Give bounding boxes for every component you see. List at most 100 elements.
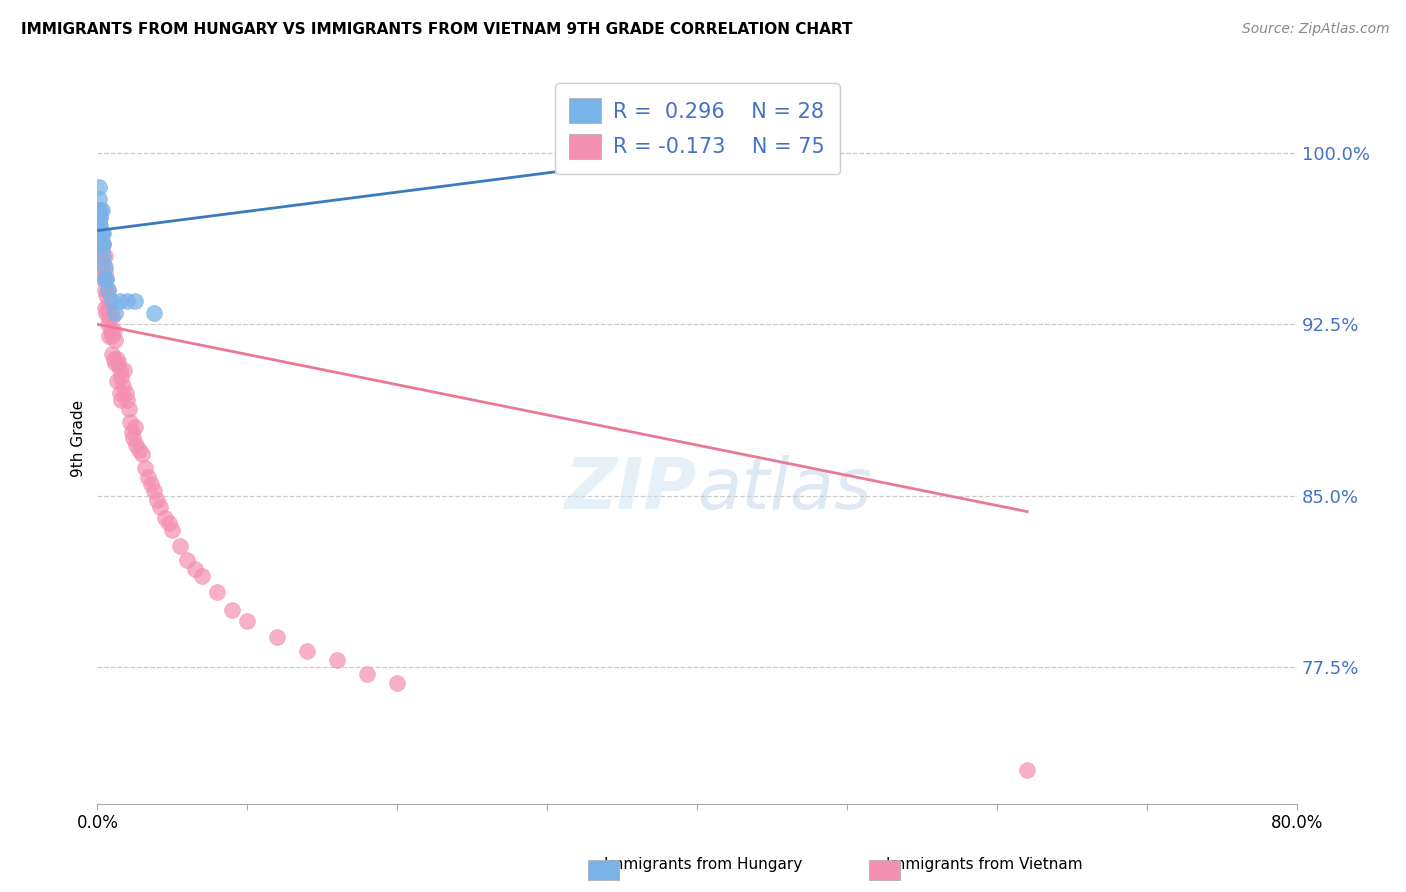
Point bbox=[111, 379, 134, 393]
Point bbox=[101, 347, 124, 361]
Point bbox=[356, 666, 378, 681]
Point bbox=[96, 306, 118, 320]
Point bbox=[94, 301, 117, 316]
Point bbox=[266, 630, 288, 644]
Point bbox=[110, 392, 132, 407]
Point bbox=[108, 385, 131, 400]
Point bbox=[110, 369, 132, 384]
Point bbox=[97, 318, 120, 332]
Point bbox=[104, 306, 127, 320]
Point bbox=[104, 333, 127, 347]
Point bbox=[297, 644, 319, 658]
Point bbox=[90, 237, 112, 252]
Point bbox=[87, 202, 110, 217]
Point bbox=[143, 483, 166, 498]
Point bbox=[112, 363, 135, 377]
Point bbox=[169, 539, 191, 553]
Point bbox=[101, 328, 124, 343]
Point bbox=[122, 432, 145, 446]
Point bbox=[107, 356, 129, 370]
Point bbox=[134, 461, 156, 475]
Point bbox=[118, 401, 141, 416]
Point bbox=[86, 202, 108, 217]
Point bbox=[101, 294, 124, 309]
Point bbox=[94, 265, 117, 279]
Point bbox=[93, 237, 115, 252]
Point bbox=[98, 294, 121, 309]
Point bbox=[207, 584, 229, 599]
Point bbox=[153, 511, 176, 525]
Point bbox=[108, 294, 131, 309]
Point bbox=[87, 192, 110, 206]
Point bbox=[96, 287, 118, 301]
Point bbox=[89, 237, 111, 252]
Point bbox=[87, 226, 110, 240]
Point bbox=[89, 210, 111, 224]
Text: ZIP: ZIP bbox=[565, 455, 697, 524]
Point bbox=[96, 271, 118, 285]
Point bbox=[104, 356, 127, 370]
Point bbox=[98, 328, 121, 343]
Point bbox=[157, 516, 180, 530]
Point bbox=[94, 260, 117, 274]
Point bbox=[94, 271, 117, 285]
Point bbox=[94, 283, 117, 297]
Point bbox=[117, 294, 139, 309]
Point bbox=[94, 249, 117, 263]
Point bbox=[149, 500, 172, 514]
Point bbox=[87, 214, 110, 228]
Point bbox=[124, 294, 146, 309]
Point bbox=[87, 180, 110, 194]
Point bbox=[105, 351, 128, 366]
Point bbox=[90, 202, 112, 217]
Point bbox=[387, 676, 409, 690]
Point bbox=[90, 226, 112, 240]
Point bbox=[117, 392, 139, 407]
Text: Immigrants from Vietnam: Immigrants from Vietnam bbox=[886, 857, 1083, 872]
Point bbox=[326, 653, 349, 667]
Point bbox=[86, 214, 108, 228]
Point bbox=[176, 552, 198, 566]
Point bbox=[89, 226, 111, 240]
Point bbox=[138, 470, 160, 484]
Text: Immigrants from Hungary: Immigrants from Hungary bbox=[603, 857, 803, 872]
Point bbox=[191, 568, 214, 582]
Point bbox=[93, 226, 115, 240]
Text: IMMIGRANTS FROM HUNGARY VS IMMIGRANTS FROM VIETNAM 9TH GRADE CORRELATION CHART: IMMIGRANTS FROM HUNGARY VS IMMIGRANTS FR… bbox=[21, 22, 852, 37]
Point bbox=[87, 214, 110, 228]
Point bbox=[93, 249, 115, 263]
Legend: R =  0.296    N = 28, R = -0.173    N = 75: R = 0.296 N = 28, R = -0.173 N = 75 bbox=[555, 83, 839, 174]
Point bbox=[108, 363, 131, 377]
Point bbox=[89, 249, 111, 263]
Point bbox=[101, 310, 124, 325]
Point bbox=[124, 420, 146, 434]
Point bbox=[97, 301, 120, 316]
Point bbox=[103, 351, 125, 366]
Point bbox=[100, 306, 122, 320]
Point bbox=[120, 416, 142, 430]
Point bbox=[86, 202, 108, 217]
Point bbox=[131, 447, 153, 461]
Y-axis label: 9th Grade: 9th Grade bbox=[72, 400, 86, 477]
Point bbox=[128, 442, 150, 457]
Point bbox=[93, 255, 115, 269]
Point bbox=[98, 310, 121, 325]
Point bbox=[96, 271, 118, 285]
Text: atlas: atlas bbox=[697, 455, 872, 524]
Point bbox=[103, 324, 125, 338]
Point bbox=[89, 210, 111, 224]
Point bbox=[184, 562, 207, 576]
Point bbox=[90, 226, 112, 240]
Point bbox=[90, 260, 112, 274]
Point bbox=[141, 477, 163, 491]
Point bbox=[105, 375, 128, 389]
Point bbox=[97, 283, 120, 297]
Point bbox=[236, 614, 259, 628]
Point bbox=[657, 151, 679, 165]
Point bbox=[121, 425, 143, 439]
Point bbox=[97, 283, 120, 297]
Point bbox=[143, 306, 166, 320]
Point bbox=[89, 219, 111, 233]
Point bbox=[89, 202, 111, 217]
Point bbox=[146, 493, 169, 508]
